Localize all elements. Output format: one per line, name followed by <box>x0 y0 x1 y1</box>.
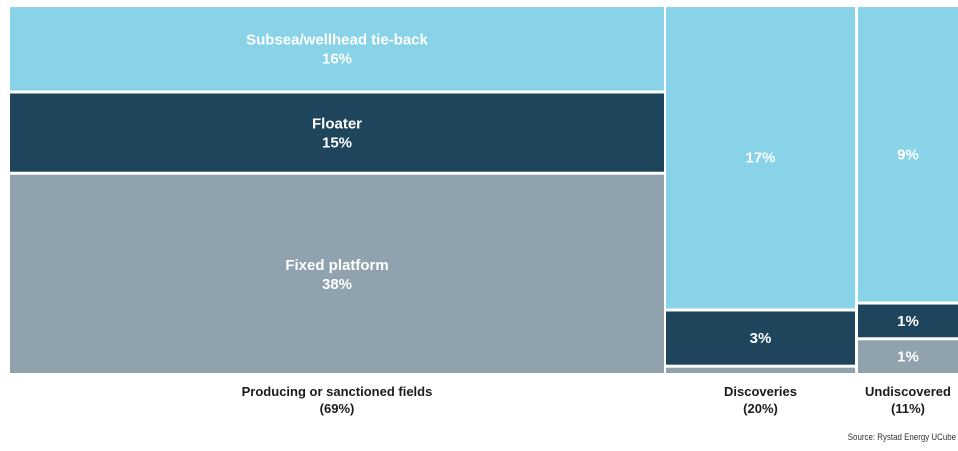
segment-2-0 <box>858 7 958 302</box>
segment-0-1 <box>10 93 664 172</box>
segment-name-0-0: Subsea/wellhead tie-back <box>246 32 428 49</box>
segment-value-0-0: 16% <box>322 51 352 68</box>
segment-0-2 <box>10 174 664 373</box>
segment-value-2-1: 1% <box>897 313 919 330</box>
column-label-2: Undiscovered <box>865 384 951 399</box>
chart-column-labels: Producing or sanctioned fields (69%) Disco… <box>242 384 951 416</box>
segment-1-2 <box>666 367 855 373</box>
segment-0-0 <box>10 7 664 91</box>
segment-name-0-1: Floater <box>312 116 362 133</box>
column-label-0: Producing or sanctioned fields <box>242 384 433 399</box>
column-total-1: (20%) <box>743 401 778 416</box>
column-total-2: (11%) <box>891 401 925 416</box>
source-note: Source: Rystad Energy UCube <box>847 432 956 442</box>
segment-1-0 <box>666 7 855 309</box>
segment-value-0-2: 38% <box>322 276 352 293</box>
segment-2-1 <box>858 304 958 338</box>
column-total-0: (69%) <box>320 401 355 416</box>
segment-2-2 <box>858 340 958 373</box>
segment-value-2-0: 9% <box>897 146 919 163</box>
segment-name-0-2: Fixed platform <box>285 257 388 274</box>
segment-value-1-0: 17% <box>745 150 775 167</box>
segment-1-1 <box>666 311 855 365</box>
chart-segments: Subsea/wellhead tie-back 16% Floater 15% Fix… <box>10 7 958 373</box>
segment-value-0-1: 15% <box>322 135 352 152</box>
segment-value-2-2: 1% <box>897 349 919 366</box>
segment-value-1-1: 3% <box>750 330 772 347</box>
column-label-1: Discoveries <box>724 384 797 399</box>
